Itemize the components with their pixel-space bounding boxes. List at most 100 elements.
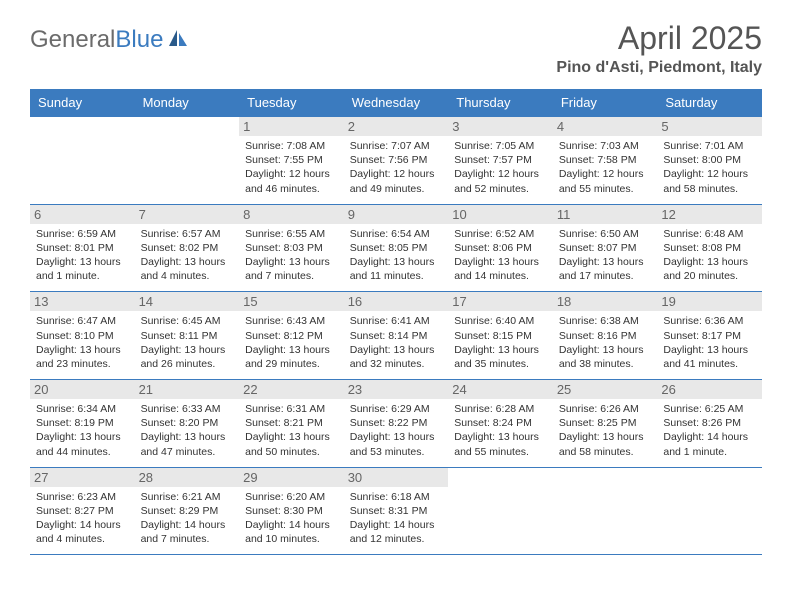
day-details: Sunrise: 6:48 AMSunset: 8:08 PMDaylight:… bbox=[663, 227, 756, 284]
day-number: 8 bbox=[239, 205, 344, 224]
sunrise-text: Sunrise: 6:48 AM bbox=[663, 227, 756, 241]
sunrise-text: Sunrise: 6:21 AM bbox=[141, 490, 234, 504]
daylight-text: Daylight: 14 hours and 7 minutes. bbox=[141, 518, 234, 546]
location: Pino d'Asti, Piedmont, Italy bbox=[556, 59, 762, 77]
sunset-text: Sunset: 8:03 PM bbox=[245, 241, 338, 255]
day-details: Sunrise: 7:07 AMSunset: 7:56 PMDaylight:… bbox=[350, 139, 443, 196]
sunrise-text: Sunrise: 6:41 AM bbox=[350, 314, 443, 328]
day-cell: 7 Sunrise: 6:57 AMSunset: 8:02 PMDaylight… bbox=[135, 204, 240, 292]
sunset-text: Sunset: 8:00 PM bbox=[663, 153, 756, 167]
day-cell: 9Sunrise: 6:54 AMSunset: 8:05 PMDaylight… bbox=[344, 204, 449, 292]
daylight-text: Daylight: 13 hours and 11 minutes. bbox=[350, 255, 443, 283]
day-details: Sunrise: 6:59 AMSunset: 8:01 PMDaylight:… bbox=[36, 227, 129, 284]
day-cell: 18Sunrise: 6:38 AMSunset: 8:16 PMDayligh… bbox=[553, 292, 658, 380]
day-number: 18 bbox=[553, 292, 658, 311]
week-row: 13Sunrise: 6:47 AMSunset: 8:10 PMDayligh… bbox=[30, 292, 762, 380]
day-cell: 17Sunrise: 6:40 AMSunset: 8:15 PMDayligh… bbox=[448, 292, 553, 380]
day-cell bbox=[135, 117, 240, 205]
day-header-row: Sunday Monday Tuesday Wednesday Thursday… bbox=[30, 89, 762, 117]
day-cell: 30Sunrise: 6:18 AMSunset: 8:31 PMDayligh… bbox=[344, 467, 449, 555]
day-header: Friday bbox=[553, 89, 658, 117]
logo-text: GeneralBlue bbox=[30, 26, 163, 54]
daylight-text: Daylight: 13 hours and 14 minutes. bbox=[454, 255, 547, 283]
day-details: Sunrise: 6:57 AMSunset: 8:02 PMDaylight:… bbox=[141, 227, 234, 284]
day-header: Sunday bbox=[30, 89, 135, 117]
day-details: Sunrise: 7:08 AMSunset: 7:55 PMDaylight:… bbox=[245, 139, 338, 196]
sunset-text: Sunset: 8:11 PM bbox=[141, 329, 234, 343]
daylight-text: Daylight: 13 hours and 44 minutes. bbox=[36, 430, 129, 458]
sail-icon bbox=[167, 28, 189, 53]
day-number: 29 bbox=[239, 468, 344, 487]
sunrise-text: Sunrise: 7:07 AM bbox=[350, 139, 443, 153]
day-number: 20 bbox=[30, 380, 135, 399]
day-details: Sunrise: 6:26 AMSunset: 8:25 PMDaylight:… bbox=[559, 402, 652, 459]
daylight-text: Daylight: 13 hours and 41 minutes. bbox=[663, 343, 756, 371]
sunrise-text: Sunrise: 6:59 AM bbox=[36, 227, 129, 241]
daylight-text: Daylight: 13 hours and 4 minutes. bbox=[141, 255, 234, 283]
sunset-text: Sunset: 8:16 PM bbox=[559, 329, 652, 343]
day-cell: 19Sunrise: 6:36 AMSunset: 8:17 PMDayligh… bbox=[657, 292, 762, 380]
day-cell: 25Sunrise: 6:26 AMSunset: 8:25 PMDayligh… bbox=[553, 380, 658, 468]
day-number: 14 bbox=[135, 292, 240, 311]
day-cell bbox=[448, 467, 553, 555]
day-cell: 27Sunrise: 6:23 AMSunset: 8:27 PMDayligh… bbox=[30, 467, 135, 555]
day-number: 7 bbox=[135, 205, 240, 224]
day-cell bbox=[553, 467, 658, 555]
title-block: April 2025 Pino d'Asti, Piedmont, Italy bbox=[556, 20, 762, 77]
day-cell: 6Sunrise: 6:59 AMSunset: 8:01 PMDaylight… bbox=[30, 204, 135, 292]
sunrise-text: Sunrise: 7:03 AM bbox=[559, 139, 652, 153]
daylight-text: Daylight: 13 hours and 58 minutes. bbox=[559, 430, 652, 458]
day-number: 4 bbox=[553, 117, 658, 136]
sunrise-text: Sunrise: 7:01 AM bbox=[663, 139, 756, 153]
daylight-text: Daylight: 12 hours and 46 minutes. bbox=[245, 167, 338, 195]
day-number: 19 bbox=[657, 292, 762, 311]
week-row: 1 Sunrise: 7:08 AMSunset: 7:55 PMDaylight… bbox=[30, 117, 762, 205]
sunrise-text: Sunrise: 6:57 AM bbox=[141, 227, 234, 241]
sunset-text: Sunset: 8:22 PM bbox=[350, 416, 443, 430]
sunset-text: Sunset: 8:26 PM bbox=[663, 416, 756, 430]
day-cell: 1 Sunrise: 7:08 AMSunset: 7:55 PMDaylight… bbox=[239, 117, 344, 205]
day-cell: 2Sunrise: 7:07 AMSunset: 7:56 PMDaylight… bbox=[344, 117, 449, 205]
day-cell: 13Sunrise: 6:47 AMSunset: 8:10 PMDayligh… bbox=[30, 292, 135, 380]
day-cell: 3Sunrise: 7:05 AMSunset: 7:57 PMDaylight… bbox=[448, 117, 553, 205]
daylight-text: Daylight: 13 hours and 32 minutes. bbox=[350, 343, 443, 371]
sunset-text: Sunset: 8:12 PM bbox=[245, 329, 338, 343]
day-number: 1 bbox=[239, 117, 344, 136]
sunrise-text: Sunrise: 6:43 AM bbox=[245, 314, 338, 328]
day-details: Sunrise: 6:23 AMSunset: 8:27 PMDaylight:… bbox=[36, 490, 129, 547]
sunset-text: Sunset: 8:15 PM bbox=[454, 329, 547, 343]
sunset-text: Sunset: 8:06 PM bbox=[454, 241, 547, 255]
sunset-text: Sunset: 8:05 PM bbox=[350, 241, 443, 255]
sunset-text: Sunset: 7:55 PM bbox=[245, 153, 338, 167]
week-row: 6Sunrise: 6:59 AMSunset: 8:01 PMDaylight… bbox=[30, 204, 762, 292]
sunset-text: Sunset: 7:56 PM bbox=[350, 153, 443, 167]
day-header: Monday bbox=[135, 89, 240, 117]
day-details: Sunrise: 6:28 AMSunset: 8:24 PMDaylight:… bbox=[454, 402, 547, 459]
sunset-text: Sunset: 7:57 PM bbox=[454, 153, 547, 167]
sunrise-text: Sunrise: 6:31 AM bbox=[245, 402, 338, 416]
daylight-text: Daylight: 12 hours and 55 minutes. bbox=[559, 167, 652, 195]
day-cell: 11Sunrise: 6:50 AMSunset: 8:07 PMDayligh… bbox=[553, 204, 658, 292]
sunset-text: Sunset: 8:24 PM bbox=[454, 416, 547, 430]
sunset-text: Sunset: 8:14 PM bbox=[350, 329, 443, 343]
day-header: Saturday bbox=[657, 89, 762, 117]
sunrise-text: Sunrise: 6:23 AM bbox=[36, 490, 129, 504]
day-number: 30 bbox=[344, 468, 449, 487]
sunrise-text: Sunrise: 6:45 AM bbox=[141, 314, 234, 328]
day-cell: 14Sunrise: 6:45 AMSunset: 8:11 PMDayligh… bbox=[135, 292, 240, 380]
daylight-text: Daylight: 12 hours and 58 minutes. bbox=[663, 167, 756, 195]
day-details: Sunrise: 6:47 AMSunset: 8:10 PMDaylight:… bbox=[36, 314, 129, 371]
week-row: 27Sunrise: 6:23 AMSunset: 8:27 PMDayligh… bbox=[30, 467, 762, 555]
day-cell: 10Sunrise: 6:52 AMSunset: 8:06 PMDayligh… bbox=[448, 204, 553, 292]
sunrise-text: Sunrise: 6:54 AM bbox=[350, 227, 443, 241]
sunrise-text: Sunrise: 6:20 AM bbox=[245, 490, 338, 504]
daylight-text: Daylight: 13 hours and 53 minutes. bbox=[350, 430, 443, 458]
sunrise-text: Sunrise: 6:33 AM bbox=[141, 402, 234, 416]
sunrise-text: Sunrise: 6:26 AM bbox=[559, 402, 652, 416]
daylight-text: Daylight: 14 hours and 10 minutes. bbox=[245, 518, 338, 546]
day-number: 24 bbox=[448, 380, 553, 399]
day-number: 17 bbox=[448, 292, 553, 311]
day-number: 22 bbox=[239, 380, 344, 399]
day-cell: 12Sunrise: 6:48 AMSunset: 8:08 PMDayligh… bbox=[657, 204, 762, 292]
day-cell: 20Sunrise: 6:34 AMSunset: 8:19 PMDayligh… bbox=[30, 380, 135, 468]
